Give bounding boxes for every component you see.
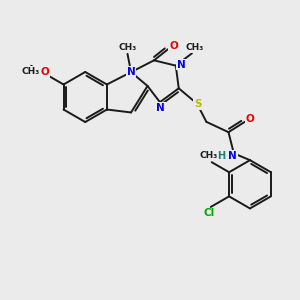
- Text: O: O: [169, 40, 178, 51]
- Text: CH₃: CH₃: [199, 151, 217, 160]
- Text: N: N: [127, 67, 135, 77]
- Text: N: N: [156, 103, 165, 113]
- Text: S: S: [194, 99, 201, 109]
- Text: O: O: [246, 114, 254, 124]
- Text: O: O: [41, 68, 50, 77]
- Text: CH₃: CH₃: [21, 67, 40, 76]
- Text: CH₃: CH₃: [118, 43, 136, 52]
- Text: CH₃: CH₃: [186, 43, 204, 52]
- Text: N: N: [228, 151, 237, 161]
- Text: Cl: Cl: [204, 208, 215, 218]
- Text: H: H: [218, 151, 226, 161]
- Text: N: N: [177, 60, 185, 70]
